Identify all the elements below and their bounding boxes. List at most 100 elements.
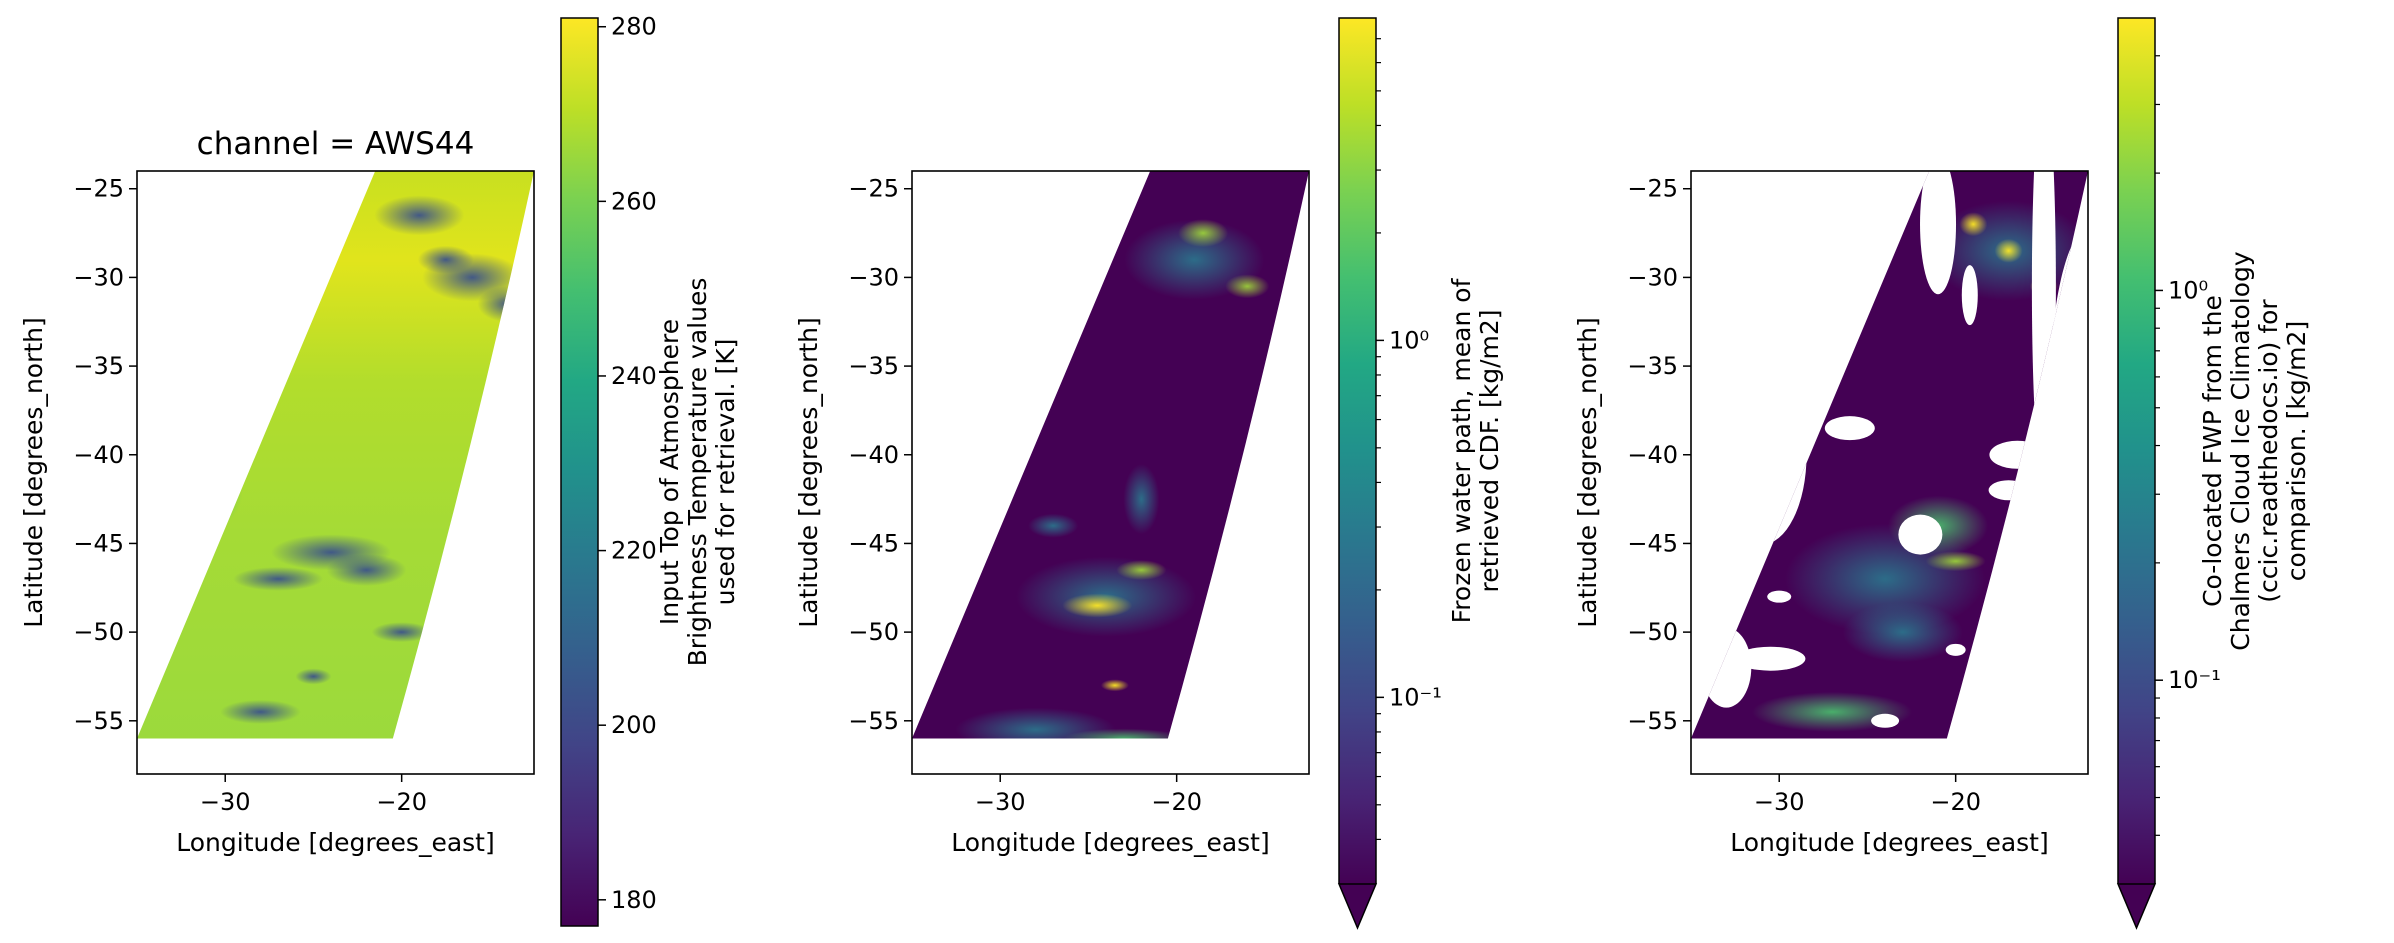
- y-tick-label: −35: [1627, 352, 1678, 380]
- colorbar: 180 200 220 240 260 280 Input Top of Atmospher…: [560, 13, 740, 927]
- y-tick-label: −50: [73, 618, 124, 646]
- cold-cloud-region: [417, 245, 474, 274]
- no-data-region: [1701, 627, 1752, 708]
- no-data-region: [2031, 171, 2056, 487]
- x-axis-title: Longitude [degrees_east]: [951, 828, 1269, 857]
- colorbar-tick-label: 200: [611, 711, 657, 739]
- no-data-region: [1824, 416, 1875, 441]
- y-tick-label: −30: [73, 263, 124, 291]
- axes-frame: [911, 170, 1310, 775]
- cold-cloud-region: [172, 450, 243, 531]
- y-tick-label: −40: [848, 441, 899, 469]
- y-tick-label: −50: [848, 618, 899, 646]
- cold-cloud-region: [371, 622, 432, 643]
- y-tick-label: −35: [73, 352, 124, 380]
- y-axis-title: Latitude [degrees_north]: [1573, 317, 1602, 628]
- y-tick-label: −25: [73, 175, 124, 203]
- colorbar-frame: [1338, 17, 1377, 884]
- colorbar-gradient: [1339, 18, 1376, 884]
- y-tick-label: −25: [848, 175, 899, 203]
- field-image: [912, 171, 1309, 739]
- colorbar-label-line: Frozen water path, mean of: [1447, 277, 1476, 623]
- colorbar-tick-label: 10⁻¹: [1389, 683, 1442, 711]
- x-tick-label: −20: [376, 788, 427, 816]
- field-image: [1691, 171, 2088, 739]
- y-tick-label: −50: [1627, 618, 1678, 646]
- axes-frame: [136, 170, 535, 775]
- colorbar-extend-triangle: [2116, 883, 2157, 930]
- x-tick-label: −30: [975, 788, 1026, 816]
- y-tick-label: −45: [1627, 529, 1678, 557]
- no-data-region: [1989, 440, 2046, 469]
- axes-frame: [1690, 170, 2089, 775]
- x-axis-title: Longitude [degrees_east]: [176, 828, 494, 857]
- y-tick-label: −35: [848, 352, 899, 380]
- panel-title: channel = AWS44: [197, 126, 475, 162]
- colorbar-extend-triangle: [1337, 883, 1378, 930]
- ice-cloud-region: [1028, 513, 1079, 538]
- x-tick-label: −20: [1930, 788, 1981, 816]
- y-tick-label: −40: [1627, 441, 1678, 469]
- colorbar-tick-label: 240: [611, 362, 657, 390]
- ice-cloud-region: [1959, 212, 1988, 237]
- y-axis-title: Latitude [degrees_north]: [19, 317, 48, 628]
- colorbar-tick-label: 220: [611, 537, 657, 565]
- ice-cloud-region: [1925, 551, 1986, 572]
- y-tick-label: −45: [73, 529, 124, 557]
- y-tick-label: −25: [1627, 175, 1678, 203]
- y-tick-label: −55: [848, 707, 899, 735]
- x-tick-label: −20: [1151, 788, 1202, 816]
- no-data-region: [2047, 418, 2076, 439]
- y-tick-label: −55: [73, 707, 124, 735]
- cold-cloud-region: [233, 566, 324, 591]
- field-image: [137, 171, 534, 739]
- no-data-region: [1871, 713, 1900, 728]
- cold-cloud-region: [295, 668, 332, 685]
- colorbar-label-line: used for retrieval. [K]: [711, 339, 740, 606]
- colorbar-label-line: retrieved CDF. [kg/m2]: [1475, 309, 1504, 592]
- no-data-region: [1716, 364, 1807, 545]
- panel-1: −30 −20 −25 −30 −35 −40 −45 −50 −55 Longitude [de…: [19, 13, 740, 927]
- colorbar: 10⁻¹ 10⁰ Frozen water path, mean of retriev…: [1337, 17, 1504, 930]
- cold-cloud-region: [477, 286, 534, 323]
- ice-cloud-region: [1062, 593, 1133, 618]
- no-data-region: [1735, 646, 1806, 671]
- colorbar-frame: [2117, 17, 2156, 884]
- y-tick-label: −55: [1627, 707, 1678, 735]
- ice-cloud-region: [1123, 464, 1160, 535]
- colorbar-tick-label: 10⁰: [1389, 326, 1429, 354]
- no-data-region: [1920, 171, 1957, 295]
- colorbar-label-line: Brightness Temperature values: [683, 278, 712, 667]
- y-tick-label: −40: [73, 441, 124, 469]
- x-axis-title: Longitude [degrees_east]: [1730, 828, 2048, 857]
- panel-3: −30 −20 −25 −30 −35 −40 −45 −50 −55 Longitude [de…: [1573, 17, 2311, 930]
- colorbar-label-line: comparison. [kg/m2]: [2282, 321, 2311, 581]
- x-tick-label: −30: [1754, 788, 1805, 816]
- colorbar-tick-label: 10⁻¹: [2168, 666, 2221, 694]
- colorbar-tick-label: 10⁰: [2168, 276, 2208, 304]
- no-data-region: [1945, 643, 1966, 656]
- colorbar-label-line: Input Top of Atmosphere: [655, 319, 684, 625]
- colorbar-tick-label: 180: [611, 886, 657, 914]
- cold-cloud-region: [220, 699, 301, 724]
- cold-cloud-region: [374, 195, 465, 236]
- ice-cloud-region: [955, 707, 1116, 739]
- y-tick-label: −45: [848, 529, 899, 557]
- ice-cloud-region: [1842, 602, 1963, 663]
- colorbar-tick-label: 260: [611, 187, 657, 215]
- colorbar-label-line: (ccic.readthedocs.io) for: [2254, 299, 2283, 603]
- ice-cloud-region: [1116, 560, 1167, 581]
- no-data-region: [1767, 590, 1792, 603]
- colorbar-label-line: Chalmers Cloud Ice Climatology: [2226, 251, 2255, 651]
- no-data-region: [1988, 480, 2029, 501]
- ice-cloud-region: [1100, 679, 1129, 692]
- colorbar-frame: [560, 17, 599, 927]
- colorbar-tick-label: 280: [611, 13, 657, 41]
- y-tick-label: −30: [848, 263, 899, 291]
- y-axis-title: Latitude [degrees_north]: [794, 317, 823, 628]
- ice-cloud-region: [1225, 274, 1270, 299]
- panel-2: −30 −20 −25 −30 −35 −40 −45 −50 −55 Longitude [de…: [794, 17, 1504, 930]
- no-data-region: [1961, 265, 1978, 326]
